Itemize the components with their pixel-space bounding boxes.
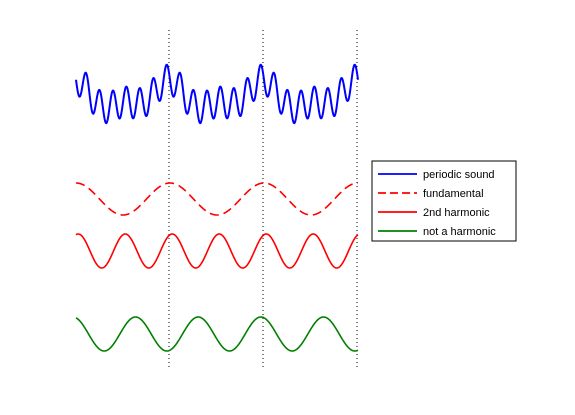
legend-label: periodic sound — [423, 169, 495, 181]
legend: periodic sound fundamental 2nd harmonic not… — [371, 160, 517, 242]
legend-entry: fundamental — [378, 188, 484, 200]
legend-label: 2nd harmonic — [423, 207, 490, 219]
legend-label: not a harmonic — [423, 226, 496, 238]
series-fundamental — [76, 182, 358, 216]
legend-entry: not a harmonic — [378, 226, 496, 238]
series-not-a-harmonic — [75, 316, 359, 352]
series-periodic-sound — [75, 63, 359, 125]
period-markers — [168, 30, 358, 370]
legend-label: fundamental — [423, 188, 484, 200]
legend-entry: 2nd harmonic — [378, 207, 490, 219]
series-2nd-harmonic — [75, 233, 359, 269]
series-layer — [75, 63, 359, 352]
legend-entry: periodic sound — [378, 169, 495, 181]
legend-entries: periodic sound fundamental 2nd harmonic not… — [378, 169, 496, 238]
